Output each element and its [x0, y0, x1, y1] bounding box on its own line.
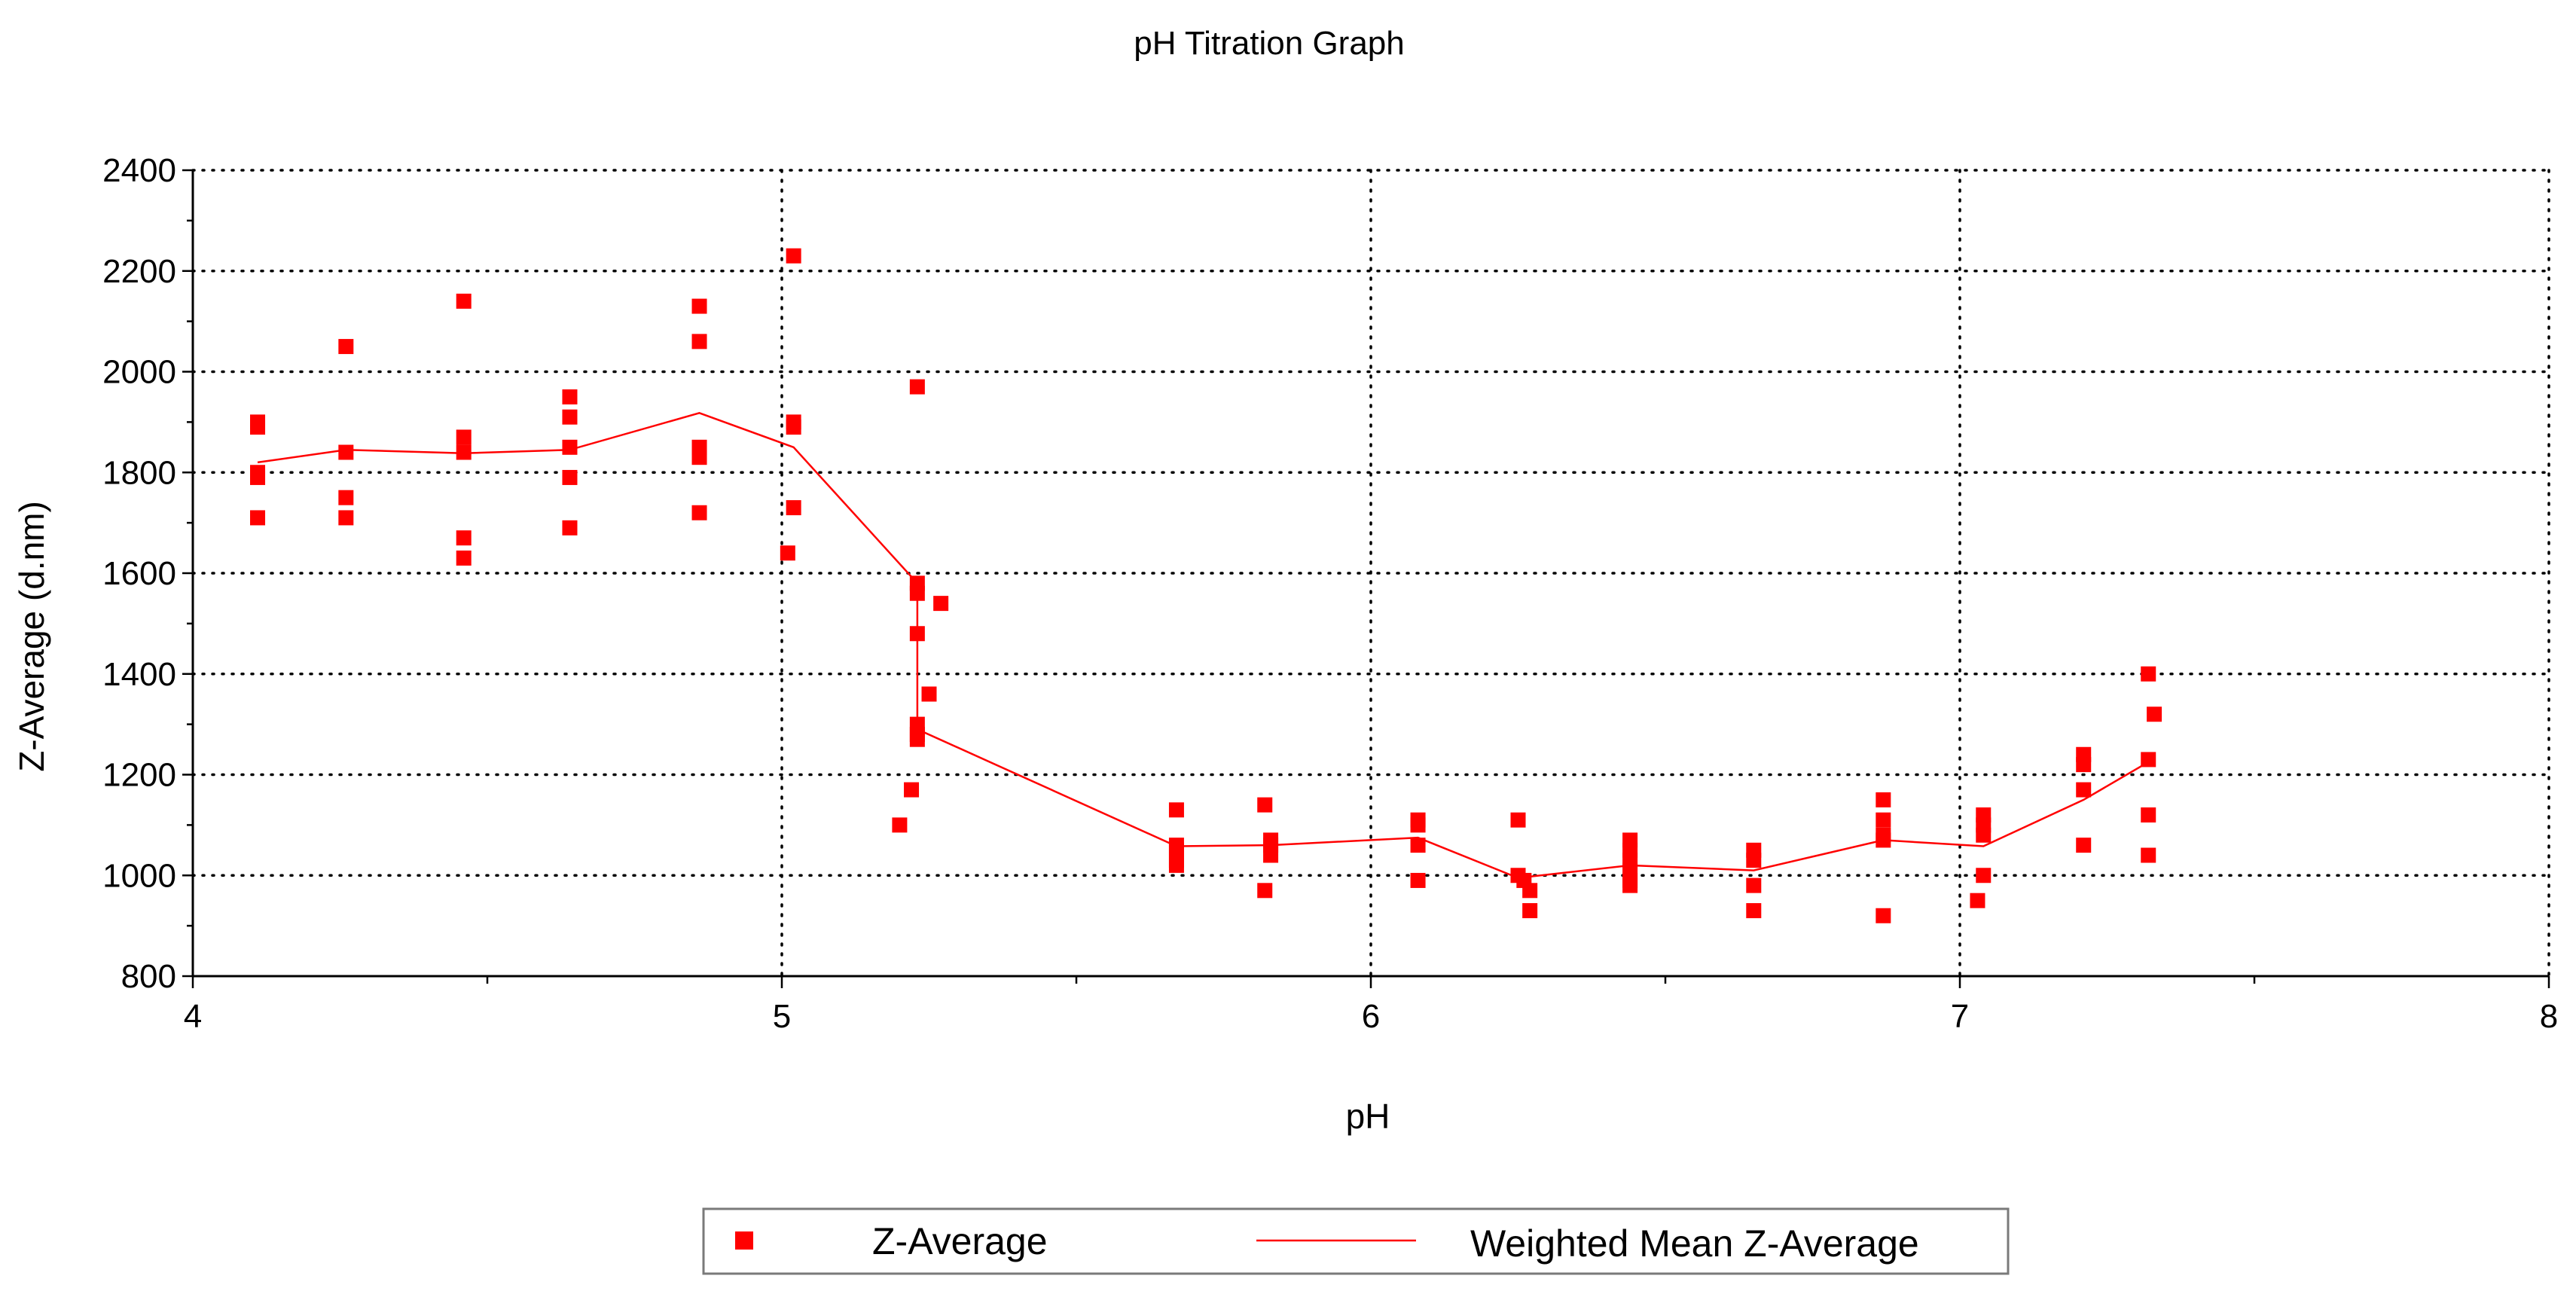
- y-tick-label: 1000: [102, 857, 176, 894]
- z-average-point: [786, 248, 801, 264]
- z-average-point: [909, 379, 925, 395]
- z-average-point: [691, 505, 707, 520]
- z-average-point: [1410, 817, 1426, 833]
- z-average-point: [2141, 847, 2156, 863]
- z-average-point: [1976, 827, 1992, 843]
- z-average-point: [1876, 792, 1891, 807]
- legend-label-z-average: Z-Average: [872, 1220, 1048, 1262]
- y-tick-label: 800: [121, 958, 176, 995]
- z-average-point: [1876, 908, 1891, 923]
- z-average-point: [2141, 666, 2156, 682]
- z-average-point: [1746, 903, 1762, 919]
- z-average-point: [904, 782, 920, 798]
- x-tick-label: 4: [184, 998, 202, 1035]
- z-average-point: [250, 469, 266, 485]
- z-average-point: [562, 389, 578, 404]
- z-average-point: [786, 500, 801, 516]
- z-average-point: [1410, 872, 1426, 888]
- z-average-point: [1970, 893, 1985, 908]
- z-average-point: [2147, 706, 2162, 722]
- z-average-point: [933, 596, 949, 612]
- z-average-point: [1876, 812, 1891, 828]
- z-average-point: [2076, 838, 2092, 853]
- z-average-point: [1522, 903, 1538, 919]
- y-tick-label: 1800: [102, 454, 176, 491]
- x-tick-label: 8: [2540, 998, 2558, 1035]
- z-average-point: [456, 550, 472, 566]
- z-average-point: [1410, 838, 1426, 853]
- z-average-series: [250, 248, 2162, 923]
- z-average-point: [1263, 847, 1279, 863]
- z-average-point: [2141, 752, 2156, 768]
- z-average-point: [250, 510, 266, 526]
- z-average-point: [456, 429, 472, 445]
- x-tick-label: 7: [1951, 998, 1969, 1035]
- x-axis-title: pH: [1346, 1097, 1390, 1136]
- z-average-point: [456, 444, 472, 460]
- z-average-point: [691, 334, 707, 349]
- z-average-point: [691, 298, 707, 314]
- z-average-point: [1168, 857, 1184, 873]
- z-average-point: [562, 520, 578, 536]
- z-average-point: [921, 686, 937, 702]
- z-average-point: [1257, 883, 1273, 899]
- z-average-point: [338, 490, 354, 505]
- grid: [191, 169, 2550, 978]
- z-average-point: [909, 585, 925, 601]
- z-average-point: [2141, 807, 2156, 822]
- y-tick-label: 1200: [102, 757, 176, 794]
- y-tick-label: 2200: [102, 253, 176, 290]
- z-average-point: [1168, 802, 1184, 818]
- axes: 800 1000 1200 1400 1600 1800 2000 2200 2400 4 5 6 7 8: [102, 152, 2558, 1035]
- z-average-point: [562, 469, 578, 485]
- z-average-point: [338, 444, 354, 460]
- z-average-point: [780, 545, 795, 561]
- z-average-point: [786, 420, 801, 435]
- z-average-point: [691, 450, 707, 465]
- legend-label-weighted-mean: Weighted Mean Z-Average: [1470, 1222, 1919, 1265]
- z-average-point: [1976, 868, 1992, 883]
- weighted-mean-line: [257, 411, 2149, 879]
- z-average-point: [2076, 782, 2092, 798]
- y-tick-label: 2000: [102, 354, 176, 391]
- z-average-point: [250, 420, 266, 435]
- y-tick-label: 1600: [102, 555, 176, 592]
- x-tick-label: 5: [773, 998, 791, 1035]
- z-average-point: [1522, 883, 1538, 899]
- z-average-point: [456, 530, 472, 546]
- z-average-point: [338, 510, 354, 526]
- z-average-point: [892, 817, 908, 833]
- z-average-point: [1746, 877, 1762, 893]
- z-average-point: [1622, 877, 1638, 893]
- z-average-point: [2076, 757, 2092, 773]
- z-average-point: [909, 626, 925, 642]
- z-average-point: [562, 409, 578, 425]
- z-average-point: [338, 339, 354, 355]
- x-tick-label: 6: [1362, 998, 1380, 1035]
- chart-title: pH Titration Graph: [1134, 25, 1405, 62]
- y-axis-title: Z-Average (d.nm): [12, 501, 51, 772]
- z-average-point: [562, 439, 578, 455]
- y-tick-label: 1400: [102, 656, 176, 693]
- y-tick-label: 2400: [102, 152, 176, 189]
- legend-marker-z-average: [735, 1231, 753, 1250]
- z-average-point: [1746, 853, 1762, 868]
- z-average-point: [909, 731, 925, 747]
- weighted-mean-series: [257, 411, 2149, 879]
- z-average-point: [1257, 797, 1273, 813]
- legend: Z-Average Weighted Mean Z-Average: [702, 1207, 2010, 1275]
- z-average-point: [1510, 812, 1526, 828]
- z-average-point: [456, 293, 472, 309]
- z-average-point: [1876, 832, 1891, 848]
